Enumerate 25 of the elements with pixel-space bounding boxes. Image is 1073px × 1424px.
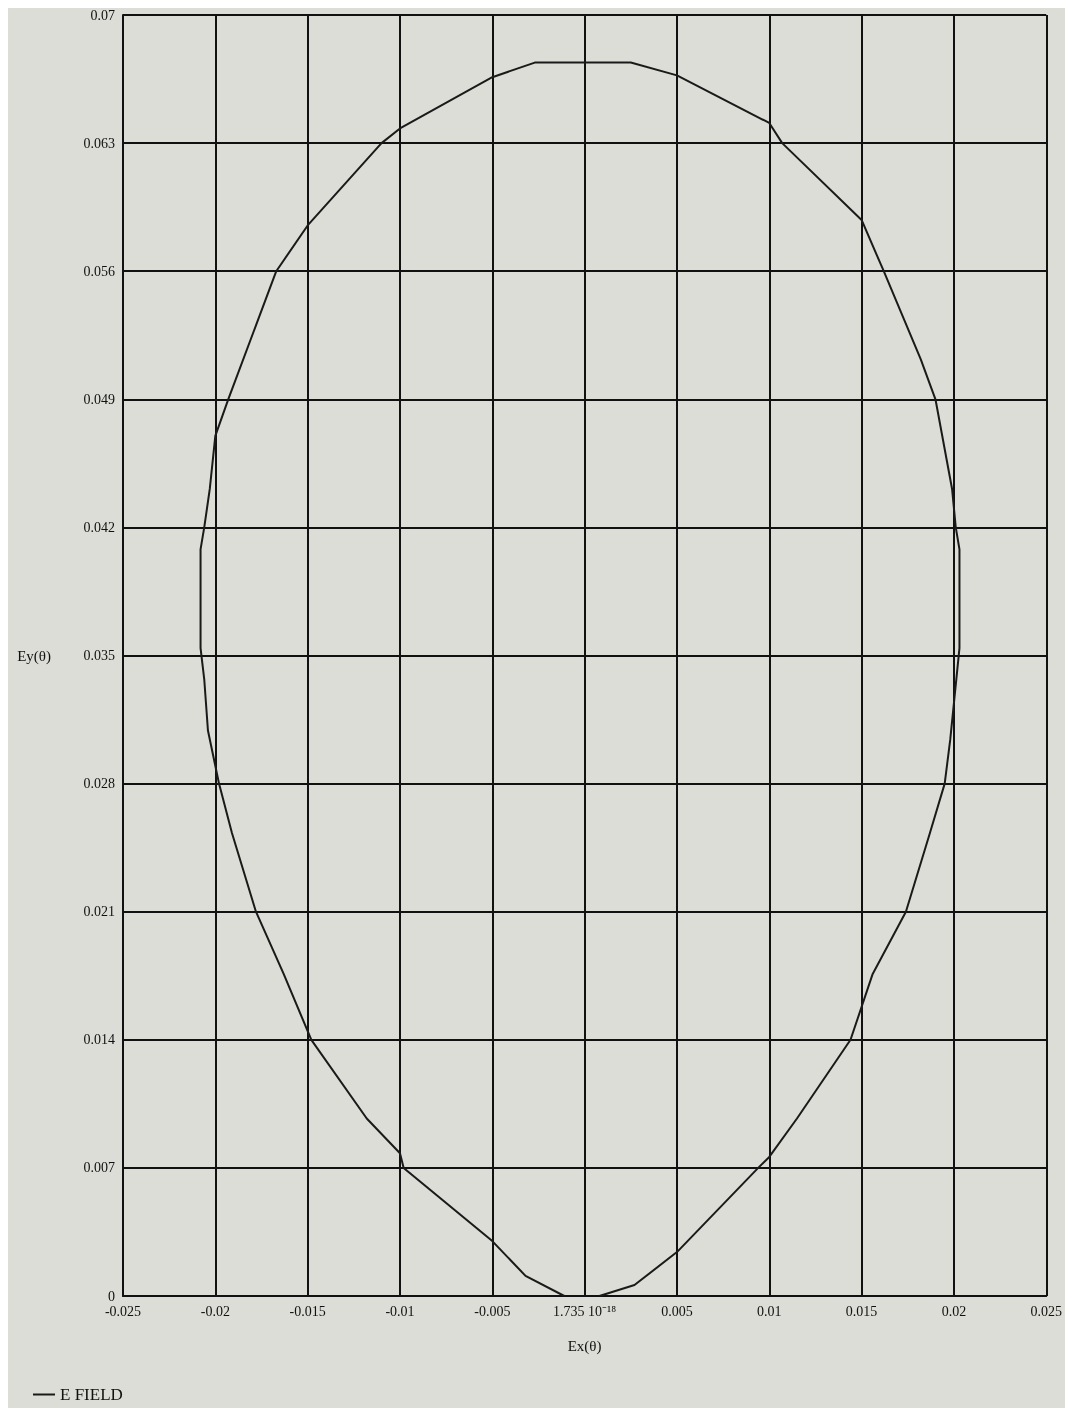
y-tick-label: 0.063 bbox=[83, 135, 115, 151]
x-tick-label: -0.005 bbox=[474, 1303, 511, 1319]
y-tick-label: 0.042 bbox=[83, 519, 115, 535]
x-tick-label: 0.015 bbox=[845, 1303, 878, 1319]
x-tick-label: 0.01 bbox=[757, 1303, 782, 1319]
y-tick-label: 0 bbox=[108, 1288, 115, 1304]
y-tick-label: 0.021 bbox=[83, 904, 115, 920]
y-tick-label: 0.014 bbox=[83, 1032, 115, 1048]
x-tick-label: -0.02 bbox=[200, 1303, 230, 1319]
y-tick-label: 0.056 bbox=[83, 263, 115, 279]
y-tick-label: 0.049 bbox=[83, 391, 115, 407]
x-tick-label: -0.015 bbox=[289, 1303, 326, 1319]
y-tick-label: 0.028 bbox=[83, 776, 115, 792]
x-tick-label: -0.025 bbox=[104, 1303, 142, 1319]
x-tick-label: 0.025 bbox=[1030, 1303, 1062, 1319]
x-tick-label: -0.01 bbox=[385, 1303, 415, 1319]
x-tick-label: 1.735 10⁻¹⁸ bbox=[553, 1303, 617, 1319]
y-tick-label: 0.035 bbox=[83, 648, 115, 663]
y-tick-label: 0.07 bbox=[90, 7, 115, 23]
legend-label: E FIELD bbox=[60, 1385, 123, 1404]
y-axis-title: Ey(θ) bbox=[17, 647, 51, 665]
x-tick-label: 0.02 bbox=[941, 1303, 967, 1319]
x-tick-label: 0.005 bbox=[661, 1303, 693, 1319]
x-axis-title: Ex(θ) bbox=[567, 1337, 602, 1355]
y-tick-label: 0.007 bbox=[83, 1160, 115, 1176]
